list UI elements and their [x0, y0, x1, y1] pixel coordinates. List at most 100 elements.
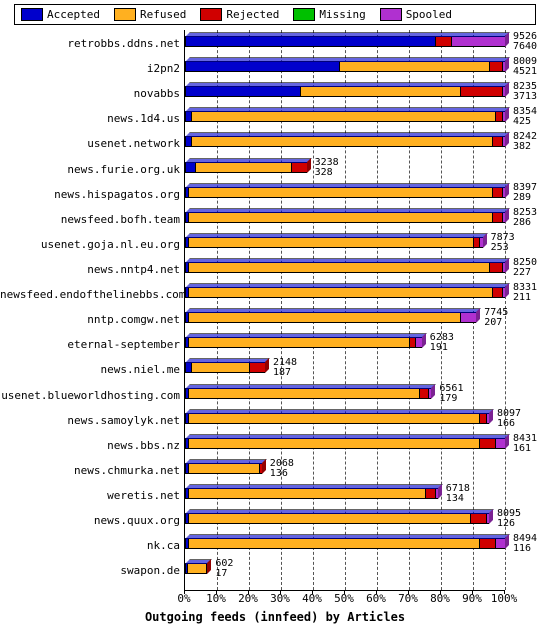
- legend-item-rejected: Rejected: [200, 8, 279, 21]
- ylabel: usenet.network: [0, 137, 180, 150]
- bar-3d-top: [185, 32, 510, 37]
- bar-segment-rejected: [490, 62, 503, 71]
- value-articles: 289: [513, 192, 531, 203]
- value-articles: 227: [513, 267, 531, 278]
- bar-3d-right: [505, 534, 509, 549]
- ylabel: eternal-september: [0, 338, 180, 351]
- legend-label: Missing: [319, 8, 365, 21]
- ylabel: news.bbs.nz: [0, 439, 180, 452]
- bar-3d-top: [185, 484, 443, 489]
- value-articles: 3713: [513, 91, 537, 102]
- bar-row: [185, 538, 505, 549]
- bar-segment-refused: [189, 338, 410, 347]
- bar-row: [185, 212, 505, 223]
- ylabel: swapon.de: [0, 564, 180, 577]
- chart-title: Outgoing feeds (innfeed) by Articles: [0, 610, 550, 624]
- legend-swatch: [21, 8, 43, 21]
- value-articles: 382: [513, 141, 531, 152]
- bar-segment-rejected: [471, 514, 487, 523]
- bar-segment-rejected: [292, 163, 308, 172]
- xtick-label: 80%: [430, 592, 450, 605]
- bar-row: [185, 111, 505, 122]
- bar-row: [185, 237, 483, 248]
- bar-segment-accepted: [186, 62, 340, 71]
- bar-segment-rejected: [493, 137, 503, 146]
- bar-row: [185, 86, 505, 97]
- bar-segment-refused: [192, 137, 493, 146]
- bar-3d-top: [185, 132, 510, 137]
- legend-item-spooled: Spooled: [380, 8, 452, 21]
- bar-segment-rejected: [250, 363, 266, 372]
- bar-segment-spooled: [461, 313, 477, 322]
- bar-segment-refused: [188, 564, 207, 573]
- bar-segment-refused: [189, 539, 480, 548]
- legend-label: Refused: [140, 8, 186, 21]
- bar-3d-right: [505, 283, 509, 298]
- bar-segment-refused: [189, 439, 480, 448]
- bar-3d-top: [185, 183, 510, 188]
- ylabel: news.1d4.us: [0, 112, 180, 125]
- legend-swatch: [200, 8, 222, 21]
- bar-segment-refused: [189, 414, 480, 423]
- ylabel: usenet.goja.nl.eu.org: [0, 238, 180, 251]
- bar-3d-top: [185, 459, 267, 464]
- bar-3d-right: [505, 32, 509, 47]
- bar-3d-right: [431, 384, 435, 399]
- legend-label: Rejected: [226, 8, 279, 21]
- bar-row: [185, 262, 505, 273]
- value-articles: 253: [491, 242, 509, 253]
- bar-row: [185, 287, 505, 298]
- bar-3d-top: [185, 57, 510, 62]
- legend-swatch: [380, 8, 402, 21]
- chart-container: Accepted Refused Rejected Missing Spooled 95…: [0, 0, 550, 630]
- bar-segment-rejected: [436, 37, 452, 46]
- bar-row: [185, 36, 505, 47]
- bar-segment-refused: [301, 87, 461, 96]
- bar-3d-right: [207, 559, 211, 574]
- ylabel: news.chmurka.net: [0, 464, 180, 477]
- xtick-label: 50%: [334, 592, 354, 605]
- value-articles: 7640: [513, 41, 537, 52]
- value-articles: 17: [215, 568, 227, 579]
- bar-segment-refused: [189, 238, 474, 247]
- bar-3d-right: [505, 183, 509, 198]
- bar-segment-spooled: [452, 37, 506, 46]
- bar-3d-top: [185, 333, 427, 338]
- bar-segment-refused: [189, 263, 490, 272]
- bar-row: [185, 362, 265, 373]
- plot-area: 9526764080094521823537138354425824238232…: [184, 30, 505, 591]
- bar-3d-top: [185, 208, 510, 213]
- value-articles: 211: [513, 292, 531, 303]
- ylabel: news.niel.me: [0, 363, 180, 376]
- bar-3d-top: [185, 409, 494, 414]
- legend: Accepted Refused Rejected Missing Spooled: [14, 4, 536, 25]
- legend-label: Spooled: [406, 8, 452, 21]
- ylabel: nk.ca: [0, 539, 180, 552]
- value-articles: 116: [513, 543, 531, 554]
- bar-segment-rejected: [493, 288, 503, 297]
- bar-3d-right: [505, 208, 509, 223]
- bar-row: [185, 488, 438, 499]
- bar-segment-accepted: [186, 37, 436, 46]
- legend-label: Accepted: [47, 8, 100, 21]
- xtick-label: 20%: [238, 592, 258, 605]
- xtick-label: 100%: [491, 592, 518, 605]
- value-articles: 4521: [513, 66, 537, 77]
- bar-segment-accepted: [186, 163, 196, 172]
- bar-3d-top: [185, 233, 488, 238]
- bar-segment-rejected: [490, 263, 503, 272]
- bar-row: [185, 438, 505, 449]
- ylabel: novabbs: [0, 87, 180, 100]
- bar-3d-right: [483, 233, 487, 248]
- bar-3d-right: [505, 107, 509, 122]
- bar-segment-rejected: [461, 87, 503, 96]
- bar-3d-top: [185, 158, 312, 163]
- xtick-label: 90%: [462, 592, 482, 605]
- legend-swatch: [293, 8, 315, 21]
- xtick-label: 40%: [302, 592, 322, 605]
- bar-segment-refused: [340, 62, 490, 71]
- value-articles: 207: [484, 317, 502, 328]
- bar-3d-top: [185, 384, 436, 389]
- bar-3d-right: [505, 57, 509, 72]
- ylabel: news.hispagatos.org: [0, 188, 180, 201]
